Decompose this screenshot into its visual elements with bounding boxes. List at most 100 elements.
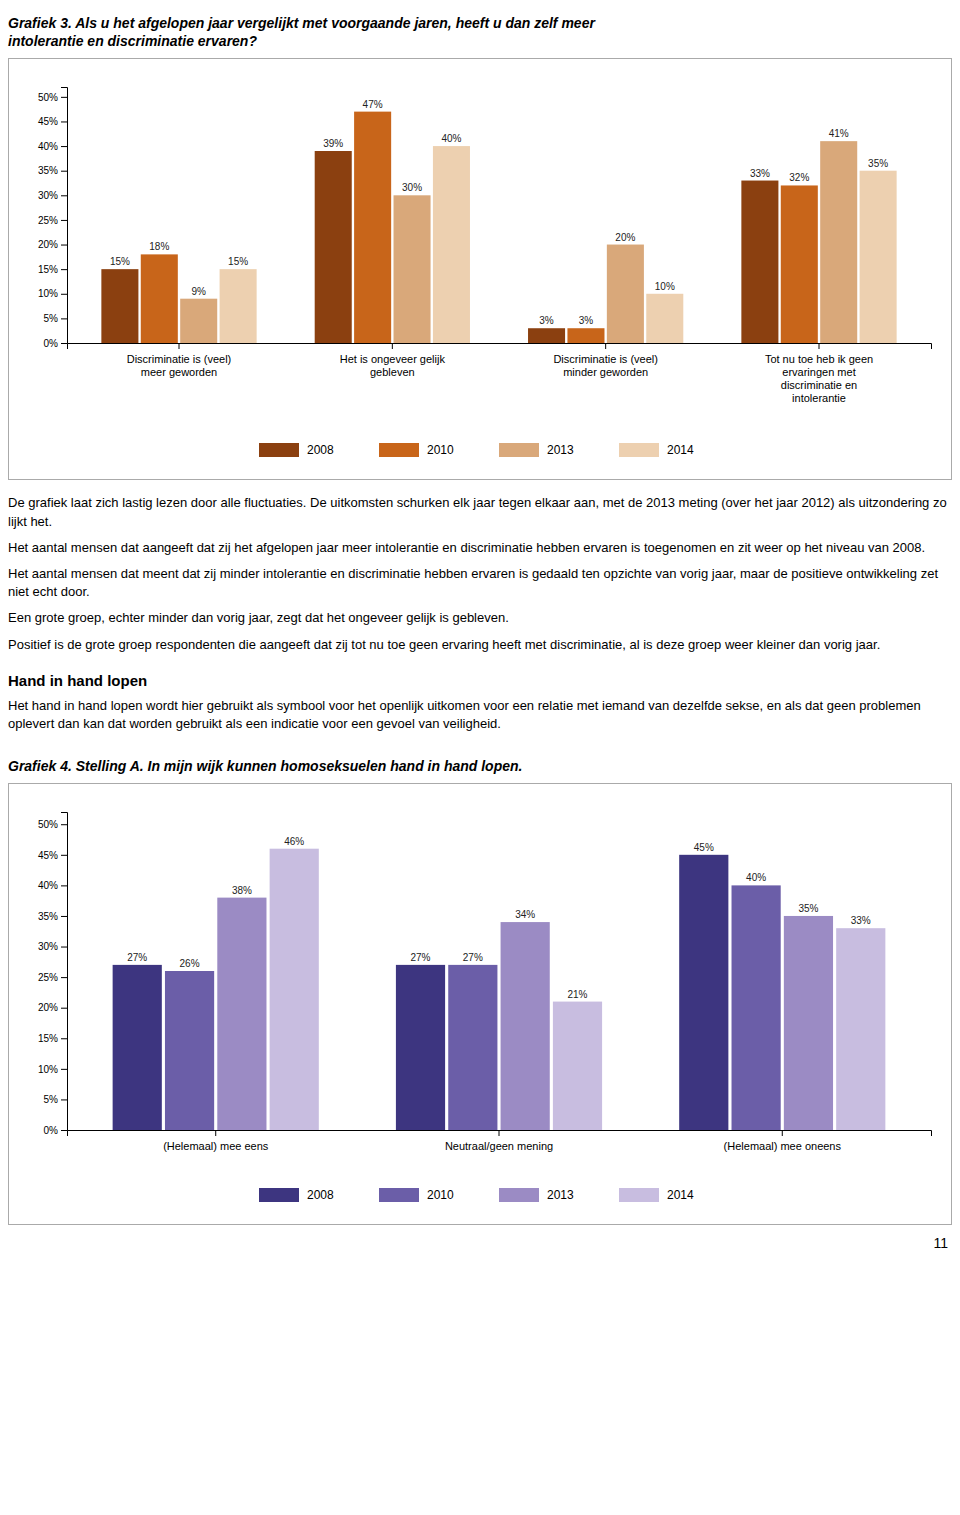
legend-label: 2008 <box>307 444 334 458</box>
y-tick-mark <box>61 97 67 98</box>
y-tick-label: 20% <box>38 240 58 251</box>
x-tick-mark <box>782 1130 783 1136</box>
x-tick-label: Tot nu toe heb ik geenervaringen metdisc… <box>765 353 873 405</box>
x-tick-label: (Helemaal) mee eens <box>163 1140 269 1152</box>
legend-swatch <box>499 1188 539 1202</box>
bar <box>396 965 445 1130</box>
legend-label: 2010 <box>427 444 454 458</box>
data-label: 27% <box>127 952 147 963</box>
y-tick-label: 15% <box>38 1033 58 1044</box>
y-tick-mark <box>61 1069 67 1070</box>
y-axis-line <box>61 813 68 1131</box>
y-tick-mark <box>61 824 67 825</box>
y-tick: 10% <box>38 1064 67 1075</box>
y-tick: 35% <box>38 166 67 177</box>
data-label: 3% <box>579 316 594 327</box>
data-label: 33% <box>851 915 871 926</box>
y-tick-mark <box>61 343 67 344</box>
x-axis: (Helemaal) mee eensNeutraal/geen mening(… <box>68 1130 932 1152</box>
bar <box>315 151 352 343</box>
legend-label: 2014 <box>667 444 694 458</box>
bar <box>433 146 470 343</box>
bar <box>101 270 138 344</box>
text-block: De grafiek laat zich lastig lezen door a… <box>8 494 952 653</box>
data-label: 38% <box>232 885 252 896</box>
y-tick: 10% <box>38 289 67 300</box>
legend-item: 2010 <box>379 443 454 457</box>
bar <box>180 299 217 343</box>
legend-label: 2013 <box>547 1188 574 1202</box>
y-tick-mark <box>61 245 67 246</box>
x-tick-mark <box>499 1130 500 1136</box>
data-label: 33% <box>750 168 770 179</box>
bar <box>860 171 897 343</box>
bar <box>784 916 833 1130</box>
x-tick-label: Het is ongeveer gelijkgebleven <box>340 353 446 378</box>
y-tick-mark <box>61 1130 67 1131</box>
y-tick: 50% <box>38 819 67 830</box>
bars <box>101 112 896 343</box>
x-tick-mark <box>215 1130 216 1136</box>
y-tick-mark <box>61 1008 67 1009</box>
legend-swatch <box>619 1188 659 1202</box>
data-label: 39% <box>323 138 343 149</box>
y-tick: 0% <box>44 1125 67 1136</box>
y-tick-mark <box>61 171 67 172</box>
y-tick-label: 0% <box>44 1125 59 1136</box>
data-label: 20% <box>615 232 635 243</box>
y-tick-label: 10% <box>38 1064 58 1075</box>
y-tick: 20% <box>38 240 67 251</box>
x-tick-label: Discriminatie is (veel)meer geworden <box>127 353 232 378</box>
chart: 0%5%10%15%20%25%30%35%40%45%50%Discrimin… <box>8 58 952 480</box>
legend-swatch <box>619 443 659 457</box>
bar <box>646 294 683 343</box>
y-tick-label: 30% <box>38 941 58 952</box>
y-tick: 40% <box>38 880 67 891</box>
section-title: Hand in hand lopen <box>8 672 952 689</box>
y-tick: 25% <box>38 215 67 226</box>
x-axis-line <box>68 1131 932 1137</box>
y-tick-label: 40% <box>38 141 58 152</box>
data-label: 10% <box>655 281 675 292</box>
bar <box>141 255 178 344</box>
legend-item: 2014 <box>619 1188 694 1202</box>
y-tick-label: 40% <box>38 880 58 891</box>
y-tick: 15% <box>38 264 67 275</box>
legend-item: 2013 <box>499 443 574 457</box>
bar <box>820 142 857 344</box>
bar <box>836 928 885 1130</box>
data-label: 9% <box>191 286 206 297</box>
x-tick: Discriminatie is (veel)minder geworden <box>553 343 658 378</box>
data-label: 27% <box>410 952 430 963</box>
plot: 0%5%10%15%20%25%30%35%40%45%50%(Helemaal… <box>38 813 932 1203</box>
x-tick-label: (Helemaal) mee oneens <box>724 1140 842 1152</box>
y-axis: 0%5%10%15%20%25%30%35%40%45%50% <box>38 813 68 1136</box>
data-labels: 15%39%3%33%18%47%3%32%9%30%20%41%15%40%1… <box>110 99 888 327</box>
bar <box>528 329 565 344</box>
paragraph: Een grote groep, echter minder dan vorig… <box>8 609 952 627</box>
y-tick: 50% <box>38 92 67 103</box>
y-tick-label: 50% <box>38 92 58 103</box>
bar <box>732 886 781 1131</box>
y-tick-label: 0% <box>44 338 59 349</box>
legend-swatch <box>259 443 299 457</box>
y-tick-mark <box>61 947 67 948</box>
legend-label: 2010 <box>427 1188 454 1202</box>
bar <box>165 971 214 1130</box>
chart-title: Grafiek 4. Stelling A. In mijn wijk kunn… <box>8 757 952 775</box>
legend-label: 2008 <box>307 1188 334 1202</box>
bar <box>607 245 644 343</box>
data-label: 26% <box>180 958 200 969</box>
page: Grafiek 3. Als u het afgelopen jaar verg… <box>0 0 960 1251</box>
legend-swatch <box>499 443 539 457</box>
data-label: 40% <box>441 133 461 144</box>
y-tick-label: 5% <box>44 1094 59 1105</box>
y-tick-mark <box>61 122 67 123</box>
bar <box>553 1002 602 1130</box>
y-tick-mark <box>61 977 67 978</box>
bar <box>217 898 266 1130</box>
y-tick: 5% <box>44 313 67 324</box>
bar <box>113 965 162 1130</box>
legend-item: 2008 <box>259 1188 334 1202</box>
legend-swatch <box>379 443 419 457</box>
